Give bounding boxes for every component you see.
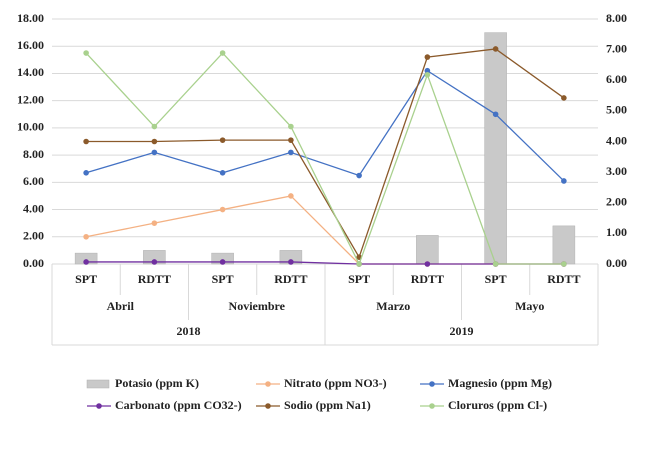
marker: [219, 259, 226, 265]
line: [85, 52, 564, 266]
legend-marker: [265, 381, 271, 387]
legend-marker: [265, 403, 271, 409]
legend-label: Carbonato (ppm CO32-): [115, 398, 242, 412]
marker: [424, 54, 431, 60]
bar: [484, 32, 507, 265]
marker: [151, 220, 158, 226]
legend-marker: [96, 403, 102, 409]
x-tick-label: RDTT: [411, 272, 444, 286]
x-tick-label: RDTT: [274, 272, 307, 286]
marker: [424, 67, 431, 74]
x-tick-label: SPT: [212, 272, 234, 286]
marker: [561, 95, 567, 101]
bar: [416, 235, 439, 265]
marker: [492, 261, 499, 267]
x-tick-label: SPT: [348, 272, 370, 286]
x-tick-label: SPT: [485, 272, 507, 286]
marker: [561, 178, 567, 184]
marker: [288, 149, 294, 156]
marker: [83, 50, 89, 56]
x-tick-label: RDTT: [547, 272, 580, 286]
y-tick-label: 2.00: [23, 229, 44, 243]
marker: [83, 259, 89, 265]
y2-tick-label: 5.00: [606, 103, 627, 117]
y-tick-label: 0.00: [23, 256, 44, 270]
y-tick-label: 4.00: [23, 201, 44, 215]
group-label: Mayo: [515, 299, 544, 313]
group-label: Abril: [107, 299, 135, 313]
year-label: 2018: [177, 324, 201, 338]
marker: [288, 259, 294, 265]
marker: [356, 261, 362, 267]
y2-tick-label: 1.00: [606, 225, 627, 239]
marker: [151, 138, 158, 145]
marker: [492, 46, 499, 52]
marker: [151, 123, 158, 130]
y-tick-label: 10.00: [17, 120, 44, 134]
x-tick-label: RDTT: [138, 272, 171, 286]
y2-tick-label: 6.00: [606, 72, 627, 86]
marker: [288, 123, 294, 130]
legend-marker: [429, 403, 435, 409]
x-tick-label: SPT: [75, 272, 97, 286]
legend-label: Nitrato (ppm NO3-): [284, 376, 387, 390]
marker: [356, 172, 362, 179]
legend-marker: [429, 381, 435, 387]
y2-tick-label: 0.00: [606, 256, 627, 270]
marker: [219, 137, 226, 143]
line: [85, 69, 565, 182]
group-label: Marzo: [376, 299, 410, 313]
y2-tick-label: 7.00: [606, 41, 627, 55]
y-tick-label: 14.00: [17, 65, 44, 79]
marker: [561, 261, 567, 267]
marker: [219, 170, 226, 176]
marker: [424, 72, 431, 78]
line: [86, 261, 564, 265]
legend-label: Cloruros (ppm Cl-): [448, 398, 547, 412]
group-label: Noviembre: [229, 299, 286, 313]
marker: [151, 259, 158, 265]
marker: [288, 137, 294, 143]
y2-tick-label: 2.00: [606, 195, 627, 209]
line: [86, 48, 565, 259]
y-tick-label: 18.00: [17, 11, 44, 25]
marker: [83, 170, 89, 176]
y-tick-label: 12.00: [17, 92, 44, 106]
year-label: 2019: [450, 324, 474, 338]
marker: [151, 149, 158, 156]
legend-swatch: [86, 379, 110, 389]
legend-label: Magnesio (ppm Mg): [448, 376, 552, 390]
y2-tick-label: 4.00: [606, 133, 627, 147]
marker: [219, 206, 226, 213]
marker: [424, 261, 431, 267]
y-tick-label: 16.00: [17, 38, 44, 52]
bar: [552, 225, 576, 265]
marker: [492, 111, 499, 118]
marker: [288, 193, 294, 199]
marker: [219, 50, 226, 56]
y-tick-label: 8.00: [23, 147, 44, 161]
legend-label: Sodio (ppm Na1): [284, 398, 371, 412]
marker: [83, 138, 89, 145]
y2-tick-label: 8.00: [606, 11, 627, 25]
legend-label: Potasio (ppm K): [115, 376, 199, 390]
y-tick-label: 6.00: [23, 174, 44, 188]
marker: [83, 233, 89, 240]
y2-tick-label: 3.00: [606, 164, 627, 178]
